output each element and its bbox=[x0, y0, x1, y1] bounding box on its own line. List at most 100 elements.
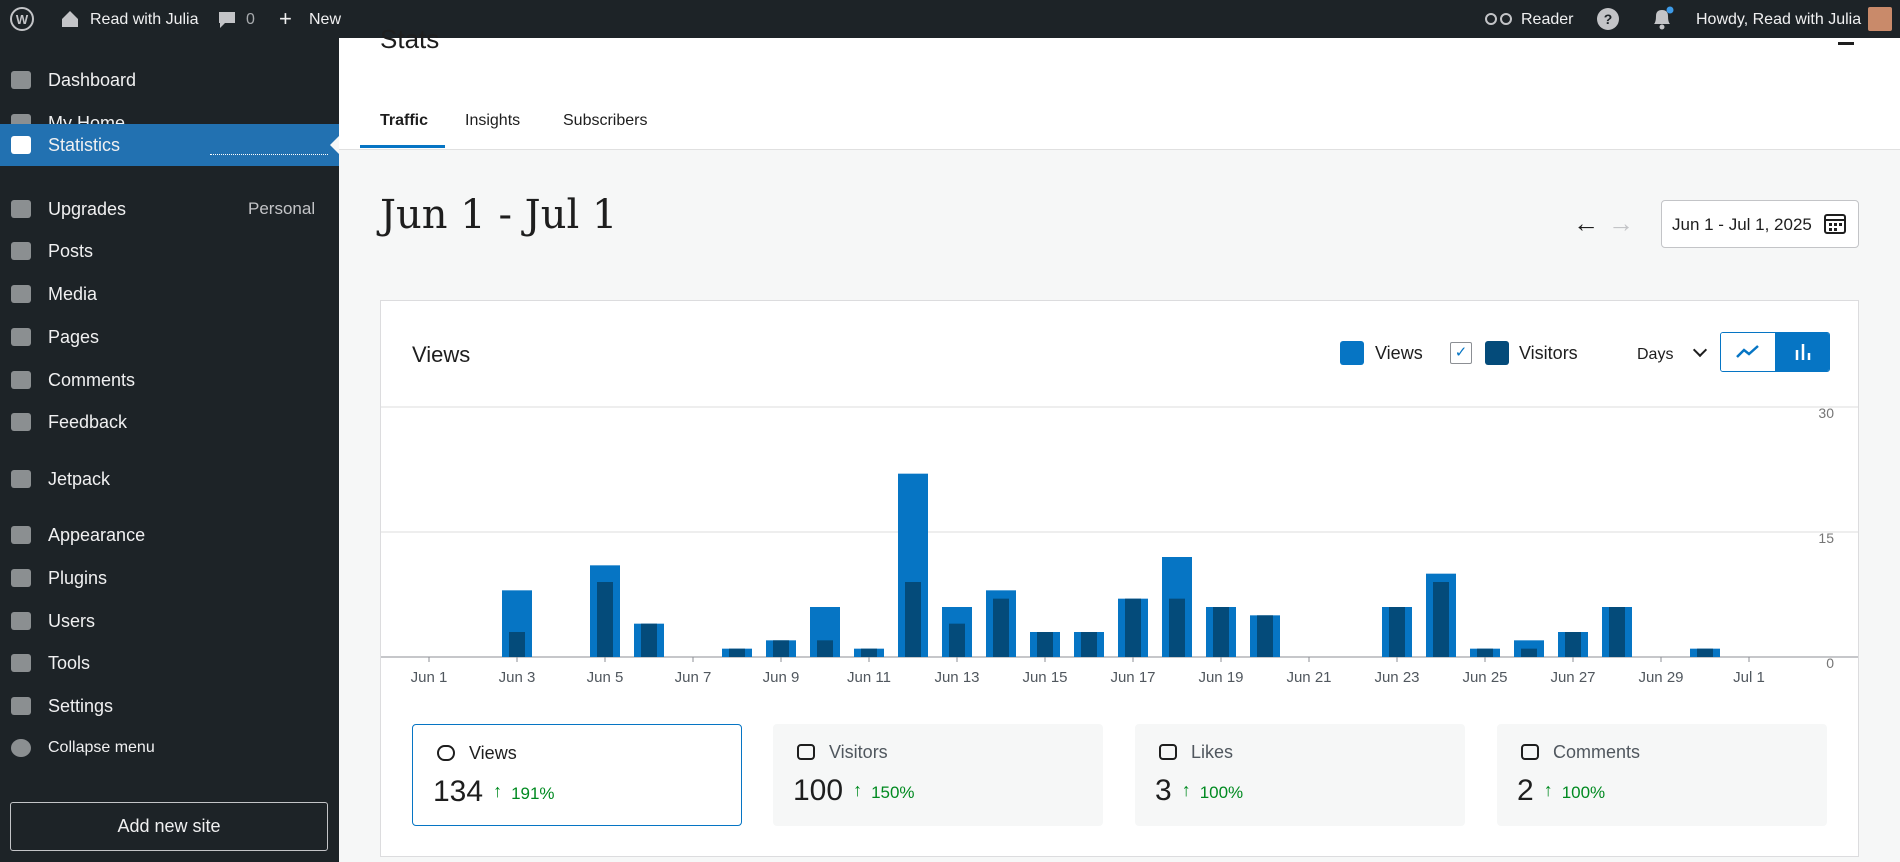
menu-item[interactable]: Comments bbox=[0, 359, 339, 401]
menu-item[interactable]: Settings bbox=[0, 685, 339, 727]
legend-label[interactable]: Visitors bbox=[1519, 343, 1578, 363]
menu-item[interactable]: Posts bbox=[0, 230, 339, 272]
bar-chart-button[interactable] bbox=[1775, 333, 1829, 371]
menu-item[interactable]: Appearance bbox=[0, 514, 339, 556]
bar bbox=[1125, 598, 1141, 657]
menu-label: Upgrades bbox=[48, 199, 127, 219]
bar bbox=[1081, 632, 1097, 657]
stat-change: 191% bbox=[511, 784, 555, 803]
notifications-icon[interactable] bbox=[1650, 6, 1674, 32]
new-link[interactable]: New bbox=[309, 11, 342, 28]
help-icon[interactable]: ? bbox=[1596, 7, 1620, 31]
bar bbox=[1609, 607, 1625, 657]
menu-label: Plugins bbox=[48, 568, 108, 588]
date-picker-text: Jun 1 - Jul 1, 2025 bbox=[1672, 215, 1812, 234]
menu-icon bbox=[11, 697, 31, 715]
stat-value: 3 bbox=[1155, 774, 1172, 807]
x-tick-label: Jun 5 bbox=[587, 669, 624, 686]
reader-icon bbox=[1485, 13, 1512, 25]
menu-item[interactable]: Jetpack bbox=[0, 458, 339, 500]
x-tick-label: Jun 11 bbox=[847, 669, 891, 686]
legend-swatch[interactable] bbox=[1485, 341, 1509, 365]
x-tick-label: Jun 9 bbox=[763, 669, 800, 686]
menu-icon bbox=[11, 470, 31, 488]
stat-icon bbox=[1521, 744, 1539, 760]
admin-bar: W Read with Julia 0 + New Reader ? Howdy… bbox=[0, 0, 1900, 38]
wp-logo[interactable]: W bbox=[10, 7, 34, 31]
bar bbox=[1477, 648, 1493, 657]
stat-arrow: ↑ bbox=[1181, 780, 1191, 800]
bar bbox=[993, 598, 1009, 657]
x-tick-label: Jun 27 bbox=[1550, 669, 1595, 686]
menu-item[interactable]: Users bbox=[0, 600, 339, 642]
menu-item[interactable]: Upgrades Personal bbox=[0, 188, 339, 230]
bar bbox=[1169, 598, 1185, 657]
prev-arrow[interactable]: ← bbox=[1573, 208, 1599, 238]
line-chart-button[interactable] bbox=[1721, 333, 1775, 371]
stat-card[interactable]: Views 134 ↑ 191% bbox=[412, 724, 742, 826]
tab[interactable]: Subscribers bbox=[563, 112, 648, 129]
menu-icon bbox=[11, 739, 31, 757]
menu-label: Statistics bbox=[48, 135, 121, 155]
header-control[interactable] bbox=[1838, 42, 1854, 45]
y-tick-label: 30 bbox=[1818, 405, 1834, 421]
stat-change: 100% bbox=[1561, 783, 1606, 802]
site-name[interactable]: Read with Julia bbox=[90, 11, 199, 28]
bar bbox=[729, 648, 745, 657]
menu-item[interactable]: Plugins bbox=[0, 557, 339, 599]
x-tick-label: Jun 1 bbox=[411, 669, 448, 686]
menu-item[interactable]: Collapse menu bbox=[0, 727, 339, 769]
legend-swatch[interactable] bbox=[1340, 341, 1364, 365]
bar bbox=[861, 648, 877, 657]
bar bbox=[509, 632, 525, 657]
stat-card[interactable]: Likes 3 ↑ 100% bbox=[1135, 724, 1465, 826]
add-site-button[interactable]: Add new site bbox=[10, 802, 328, 851]
svg-text:?: ? bbox=[1604, 11, 1613, 27]
x-tick-label: Jun 29 bbox=[1638, 669, 1683, 686]
menu-label: Appearance bbox=[48, 525, 146, 545]
reader-link[interactable]: Reader bbox=[1521, 11, 1574, 28]
stat-icon bbox=[797, 744, 815, 760]
tab-underline bbox=[360, 145, 445, 148]
x-tick-label: Jun 3 bbox=[499, 669, 536, 686]
bar bbox=[905, 582, 921, 657]
bar bbox=[1521, 648, 1537, 657]
stat-change: 100% bbox=[1199, 783, 1244, 802]
stat-value: 100 bbox=[793, 774, 844, 807]
menu-icon bbox=[11, 242, 31, 260]
x-tick-label: Jun 17 bbox=[1110, 669, 1155, 686]
x-tick-label: Jun 23 bbox=[1374, 669, 1419, 686]
menu-item[interactable]: Statistics bbox=[0, 124, 339, 166]
date-picker[interactable]: Jun 1 - Jul 1, 2025 bbox=[1661, 200, 1859, 248]
legend-label[interactable]: Views bbox=[1375, 343, 1423, 363]
interval-select[interactable]: Days bbox=[1637, 346, 1674, 363]
menu-label: Collapse menu bbox=[48, 739, 155, 756]
x-tick-label: Jun 15 bbox=[1022, 669, 1067, 686]
stat-label: Likes bbox=[1191, 742, 1234, 762]
tab[interactable]: Traffic bbox=[380, 112, 429, 129]
y-tick-label: 0 bbox=[1826, 655, 1834, 671]
comment-count[interactable]: 0 bbox=[246, 11, 255, 28]
home-icon bbox=[62, 11, 78, 27]
legend-checkbox[interactable]: ✓ bbox=[1450, 342, 1472, 364]
menu-item[interactable]: Feedback bbox=[0, 401, 339, 443]
bar bbox=[949, 623, 965, 657]
menu-item[interactable]: Dashboard bbox=[0, 59, 339, 101]
x-tick-label: Jun 19 bbox=[1198, 669, 1243, 686]
stats-header: Stats Traffic Insights Subscribers bbox=[339, 26, 1900, 150]
x-tick-label: Jun 13 bbox=[934, 669, 979, 686]
menu-item[interactable]: Pages bbox=[0, 316, 339, 358]
menu-item[interactable]: Media bbox=[0, 273, 339, 315]
stat-card[interactable]: Visitors 100 ↑ 150% bbox=[773, 724, 1103, 826]
y-tick-label: 15 bbox=[1818, 530, 1834, 546]
avatar[interactable] bbox=[1868, 7, 1892, 31]
howdy[interactable]: Howdy, Read with Julia bbox=[1696, 11, 1862, 28]
stat-change: 150% bbox=[871, 783, 915, 802]
menu-item[interactable]: Tools bbox=[0, 642, 339, 684]
stat-card[interactable]: Comments 2 ↑ 100% bbox=[1497, 724, 1827, 826]
menu-label: Feedback bbox=[48, 412, 128, 432]
plus-icon: + bbox=[279, 6, 292, 31]
stat-value: 134 bbox=[433, 775, 484, 808]
tab[interactable]: Insights bbox=[465, 112, 521, 129]
bar bbox=[1257, 615, 1273, 657]
